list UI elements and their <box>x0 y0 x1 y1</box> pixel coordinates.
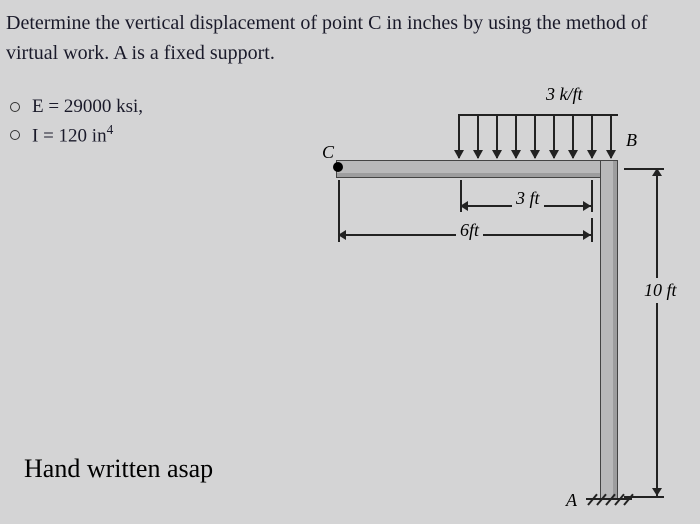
given-i-base: I = 120 in <box>32 125 107 146</box>
dim-6ft-text: 6ft <box>456 220 483 241</box>
load-arrow-icon <box>477 114 479 158</box>
vertical-column <box>600 160 618 500</box>
bullet-icon <box>10 130 20 140</box>
load-arrow-icon <box>553 114 555 158</box>
question-text: Determine the vertical displacement of p… <box>6 8 694 68</box>
load-arrow-icon <box>572 114 574 158</box>
fixed-support-icon <box>586 498 632 516</box>
given-i: I = 120 in4 <box>10 122 143 147</box>
dim-3ft-tick-right <box>591 180 593 212</box>
dim-3ft-text: 3 ft <box>512 188 544 209</box>
load-arrow-icon <box>591 114 593 158</box>
point-c-dot <box>333 162 343 172</box>
given-e-text: E = 29000 ksi, <box>32 96 143 118</box>
load-arrow-icon <box>534 114 536 158</box>
dim-10ft-text: 10 ft <box>642 278 679 303</box>
load-arrow-icon <box>458 114 460 158</box>
point-a-label: A <box>566 490 577 511</box>
given-list: E = 29000 ksi, I = 120 in4 <box>10 96 143 151</box>
dim-3ft-tick-left <box>460 180 462 212</box>
load-line <box>458 114 618 116</box>
given-e: E = 29000 ksi, <box>10 96 143 118</box>
given-i-text: I = 120 in4 <box>32 122 113 147</box>
dim-6ft-tick-right <box>591 218 593 242</box>
load-arrow-icon <box>515 114 517 158</box>
structure-diagram: 3 k/ft B C 3 ft 6ft 10 ft A <box>328 90 700 520</box>
point-b-label: B <box>626 130 637 151</box>
dim-10ft-tick-top <box>624 168 664 170</box>
bullet-icon <box>10 102 20 112</box>
horizontal-beam <box>336 160 616 178</box>
load-arrow-icon <box>496 114 498 158</box>
load-label: 3 k/ft <box>546 84 583 105</box>
dim-10ft-line <box>656 168 658 496</box>
given-i-exp: 4 <box>107 122 114 137</box>
handwritten-note: Hand written asap <box>24 454 213 484</box>
load-arrow-icon <box>610 114 612 158</box>
dim-6ft-tick-left <box>338 180 340 242</box>
point-c-label: C <box>322 142 334 163</box>
